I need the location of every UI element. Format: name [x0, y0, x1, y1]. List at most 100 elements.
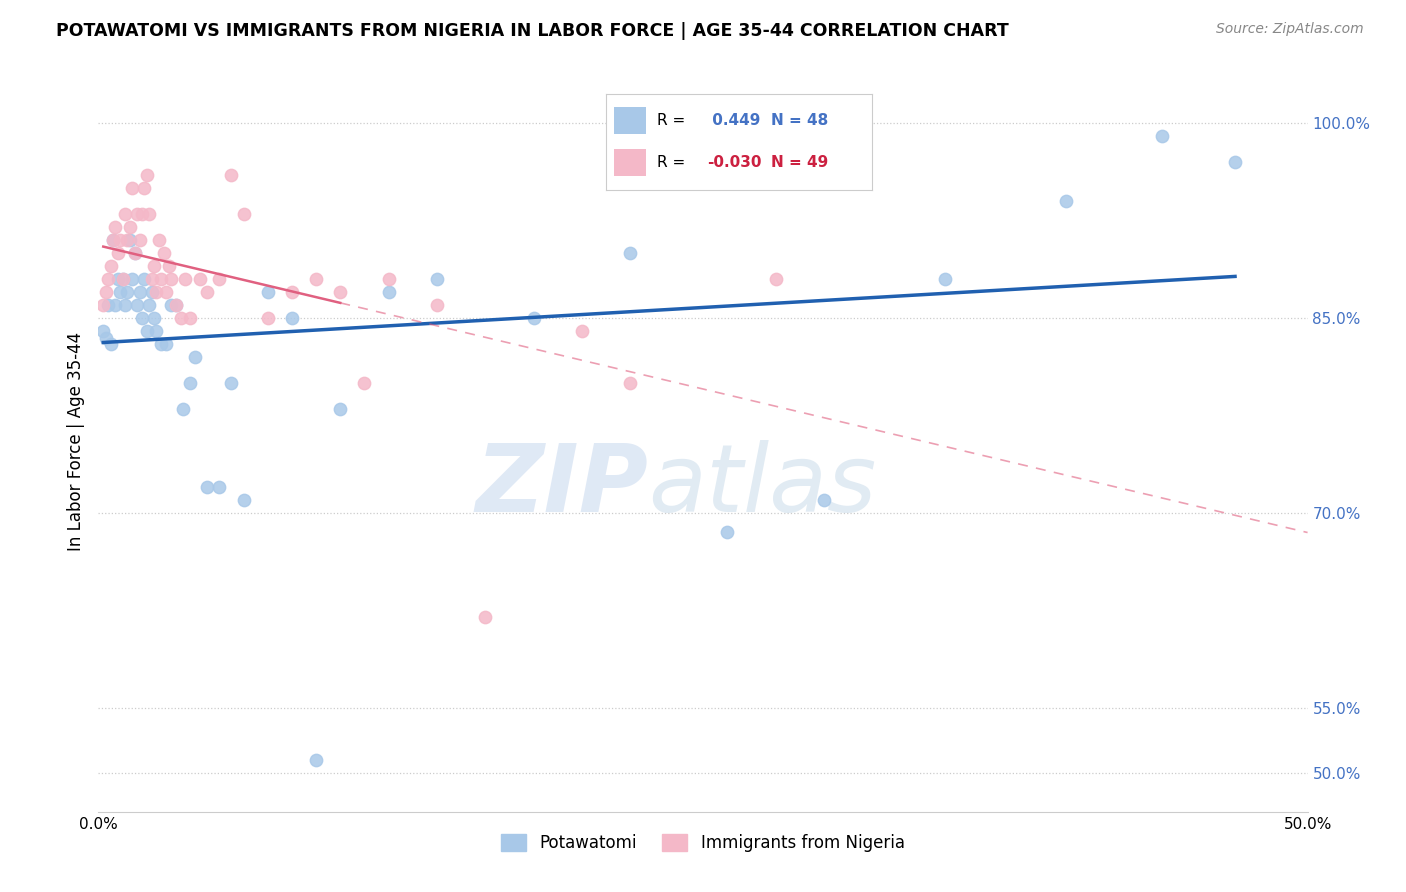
Point	[195, 285, 218, 300]
Point	[329, 402, 352, 417]
Point	[765, 272, 787, 286]
Point	[179, 376, 201, 390]
Point	[305, 753, 328, 767]
Point	[145, 285, 167, 300]
Point	[1223, 155, 1246, 169]
Point	[104, 220, 127, 235]
Point	[1152, 129, 1174, 144]
Point	[114, 207, 136, 221]
Point	[179, 311, 201, 326]
Point	[150, 337, 173, 351]
Point	[305, 272, 328, 286]
Point	[121, 181, 143, 195]
Point	[221, 168, 243, 182]
Y-axis label: In Labor Force | Age 35-44: In Labor Force | Age 35-44	[66, 332, 84, 551]
Point	[97, 272, 120, 286]
Point	[934, 272, 956, 286]
Point	[145, 324, 167, 338]
Point	[114, 298, 136, 312]
Point	[101, 233, 124, 247]
Point	[134, 181, 156, 195]
Point	[172, 402, 194, 417]
Point	[155, 285, 177, 300]
Point	[118, 233, 141, 247]
Point	[165, 298, 187, 312]
Text: ZIP: ZIP	[475, 440, 648, 532]
Text: Source: ZipAtlas.com: Source: ZipAtlas.com	[1216, 22, 1364, 37]
Point	[100, 259, 122, 273]
Point	[169, 311, 191, 326]
Point	[426, 298, 449, 312]
Point	[124, 246, 146, 260]
Point	[143, 259, 166, 273]
Point	[131, 311, 153, 326]
Point	[94, 285, 117, 300]
Point	[104, 298, 127, 312]
Point	[101, 233, 124, 247]
Point	[152, 246, 174, 260]
Point	[571, 324, 593, 338]
Point	[108, 233, 131, 247]
Point	[117, 233, 139, 247]
Point	[107, 272, 129, 286]
Point	[377, 272, 399, 286]
Point	[523, 311, 546, 326]
Point	[208, 272, 231, 286]
Point	[232, 493, 254, 508]
Point	[117, 285, 139, 300]
Point	[138, 207, 160, 221]
Point	[619, 376, 641, 390]
Point	[100, 337, 122, 351]
Point	[143, 311, 166, 326]
Point	[474, 610, 496, 624]
Point	[188, 272, 211, 286]
Point	[91, 298, 114, 312]
Point	[124, 246, 146, 260]
Point	[111, 272, 134, 286]
Point	[208, 480, 231, 494]
Point	[135, 324, 157, 338]
Point	[184, 350, 207, 364]
Point	[148, 233, 170, 247]
Point	[353, 376, 375, 390]
Point	[108, 285, 131, 300]
Point	[195, 480, 218, 494]
Point	[127, 298, 149, 312]
Text: atlas: atlas	[648, 441, 877, 532]
Point	[232, 207, 254, 221]
Point	[128, 233, 150, 247]
Point	[1054, 194, 1077, 209]
Point	[716, 525, 738, 540]
Point	[118, 220, 141, 235]
Point	[141, 285, 163, 300]
Point	[329, 285, 352, 300]
Point	[97, 298, 120, 312]
Legend: Potawatomi, Immigrants from Nigeria: Potawatomi, Immigrants from Nigeria	[495, 828, 911, 859]
Point	[91, 324, 114, 338]
Point	[131, 207, 153, 221]
Point	[135, 168, 157, 182]
Point	[281, 285, 304, 300]
Point	[157, 259, 180, 273]
Point	[426, 272, 449, 286]
Point	[619, 246, 641, 260]
Point	[281, 311, 304, 326]
Point	[141, 272, 163, 286]
Point	[111, 272, 134, 286]
Point	[128, 285, 150, 300]
Point	[155, 337, 177, 351]
Point	[107, 246, 129, 260]
Text: POTAWATOMI VS IMMIGRANTS FROM NIGERIA IN LABOR FORCE | AGE 35-44 CORRELATION CHA: POTAWATOMI VS IMMIGRANTS FROM NIGERIA IN…	[56, 22, 1010, 40]
Point	[256, 311, 278, 326]
Point	[256, 285, 278, 300]
Point	[160, 272, 183, 286]
Point	[127, 207, 149, 221]
Point	[150, 272, 173, 286]
Point	[134, 272, 156, 286]
Point	[94, 331, 117, 345]
Point	[165, 298, 187, 312]
Point	[813, 493, 835, 508]
Point	[138, 298, 160, 312]
Point	[174, 272, 197, 286]
Point	[377, 285, 399, 300]
